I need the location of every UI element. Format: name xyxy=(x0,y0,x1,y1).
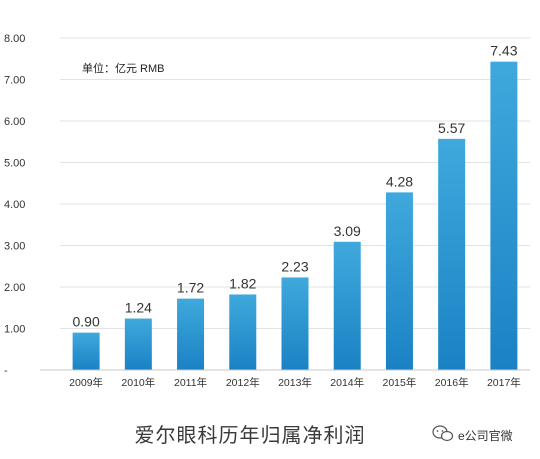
x-tick-label: 2013年 xyxy=(278,376,312,389)
x-tick-label: 2012年 xyxy=(226,376,260,389)
x-tick-label: 2016年 xyxy=(435,376,469,389)
wechat-icon xyxy=(432,425,454,442)
bar xyxy=(229,294,257,370)
y-tick-label: 2.00 xyxy=(4,282,25,294)
x-tick-label: 2014年 xyxy=(330,376,364,389)
bar xyxy=(124,318,152,370)
data-label: 1.72 xyxy=(177,280,204,296)
data-label: 1.82 xyxy=(229,275,256,291)
y-tick-label: 6.00 xyxy=(4,116,25,128)
chart-title: 爱尔眼科历年归属净利润 xyxy=(135,424,366,447)
y-tick-label: 8.00 xyxy=(4,33,25,45)
data-label: 5.57 xyxy=(438,120,465,136)
value-labels: 0.90 1.24 1.72 1.82 2.23 3.09 4.28 5.57 7.43 xyxy=(72,43,517,330)
bar xyxy=(385,192,413,370)
y-tick-label: 3.00 xyxy=(4,241,25,253)
x-tick-label: 2015年 xyxy=(383,376,417,389)
x-tick-label: 2010年 xyxy=(121,376,155,389)
x-tick-label: 2017年 xyxy=(487,376,521,389)
bar xyxy=(177,298,205,370)
bar xyxy=(281,277,309,370)
data-label: 0.90 xyxy=(72,314,99,330)
watermark: e公司官微 xyxy=(432,425,513,443)
data-label: 3.09 xyxy=(334,223,361,239)
x-axis-ticks: 2009年 2010年 2011年 2012年 2013年 2014年 2015年 2016年… xyxy=(69,376,521,389)
watermark-text: e公司官微 xyxy=(458,428,513,443)
y-axis-ticks: - 1.00 2.00 3.00 4.00 5.00 6.00 7.00 8.00 xyxy=(4,33,25,377)
bar xyxy=(72,332,100,370)
y-tick-label: 4.00 xyxy=(4,199,25,211)
data-label: 7.43 xyxy=(490,43,517,59)
x-tick-label: 2009年 xyxy=(69,376,103,389)
unit-note: 单位：亿元 RMB xyxy=(82,61,165,75)
bar xyxy=(490,61,518,370)
bars xyxy=(72,61,518,370)
y-tick-label: - xyxy=(4,365,8,377)
y-tick-label: 7.00 xyxy=(4,75,25,87)
bar xyxy=(438,138,466,370)
bar xyxy=(333,241,361,370)
gridlines xyxy=(60,37,530,329)
y-tick-label: 5.00 xyxy=(4,158,25,170)
data-label: 1.24 xyxy=(125,300,152,316)
data-label: 4.28 xyxy=(386,173,413,189)
y-tick-label: 1.00 xyxy=(4,324,25,336)
data-label: 2.23 xyxy=(281,258,308,274)
x-tick-label: 2011年 xyxy=(174,376,207,389)
